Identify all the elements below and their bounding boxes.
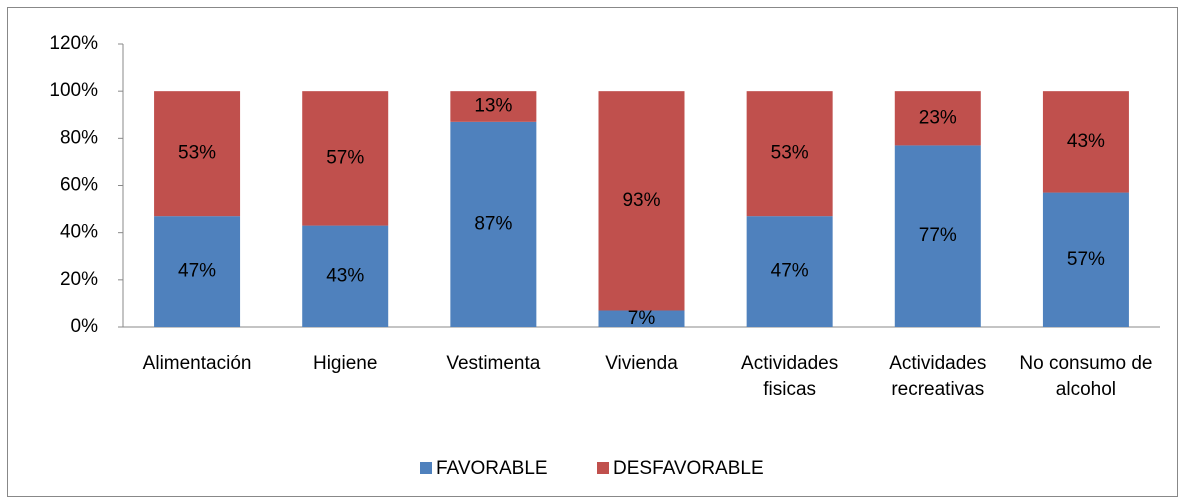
bar-segment bbox=[746, 91, 833, 217]
bar-segment bbox=[154, 91, 241, 217]
y-tick-label: 60% bbox=[60, 175, 98, 196]
y-tick-label: 80% bbox=[60, 127, 98, 148]
x-tick-label: Alimentación bbox=[142, 353, 252, 374]
data-label: 57% bbox=[1067, 249, 1105, 270]
x-tick-label: Actividades fisicas bbox=[741, 353, 839, 400]
bar-segment bbox=[894, 91, 981, 146]
data-label: 77% bbox=[919, 225, 957, 246]
y-tick-label: 100% bbox=[49, 80, 98, 101]
legend-label: FAVORABLE bbox=[436, 458, 548, 479]
legend-swatch bbox=[597, 462, 609, 474]
data-label: 47% bbox=[178, 261, 216, 282]
y-tick-label: 40% bbox=[60, 222, 98, 243]
bar-segment bbox=[894, 145, 981, 327]
data-label: 43% bbox=[1067, 131, 1105, 152]
x-tick-label: Higiene bbox=[312, 353, 378, 374]
data-label: 57% bbox=[326, 147, 364, 168]
y-tick-label: 20% bbox=[60, 269, 98, 290]
data-label: 13% bbox=[474, 96, 512, 117]
bar-segment bbox=[154, 216, 241, 327]
bar-segment bbox=[450, 121, 537, 327]
data-label: 53% bbox=[771, 143, 809, 164]
bar-segment bbox=[450, 91, 537, 122]
y-tick-label: 0% bbox=[71, 316, 99, 337]
x-tick-label: Vivienda bbox=[605, 353, 678, 374]
bar-segment bbox=[598, 310, 685, 327]
data-label: 7% bbox=[628, 308, 656, 329]
data-label: 23% bbox=[919, 107, 957, 128]
y-tick-label: 120% bbox=[49, 33, 98, 54]
bar-segment bbox=[302, 91, 389, 226]
data-label: 47% bbox=[771, 261, 809, 282]
bar-segment bbox=[302, 225, 389, 327]
data-label: 53% bbox=[178, 143, 216, 164]
data-label: 43% bbox=[326, 265, 364, 286]
bar-segment bbox=[1042, 91, 1129, 193]
data-label: 87% bbox=[474, 213, 512, 234]
x-tick-label: No consumo de alcohol bbox=[1019, 353, 1153, 400]
bar-segment bbox=[598, 91, 685, 311]
x-tick-label: Actividades recreativas bbox=[889, 353, 987, 400]
legend-swatch bbox=[420, 462, 432, 474]
bar-segment bbox=[1042, 192, 1129, 327]
data-label: 93% bbox=[622, 190, 660, 211]
legend-label: DESFAVORABLE bbox=[613, 458, 764, 479]
x-tick-label: Vestimenta bbox=[446, 353, 541, 374]
bar-segment bbox=[746, 216, 833, 327]
